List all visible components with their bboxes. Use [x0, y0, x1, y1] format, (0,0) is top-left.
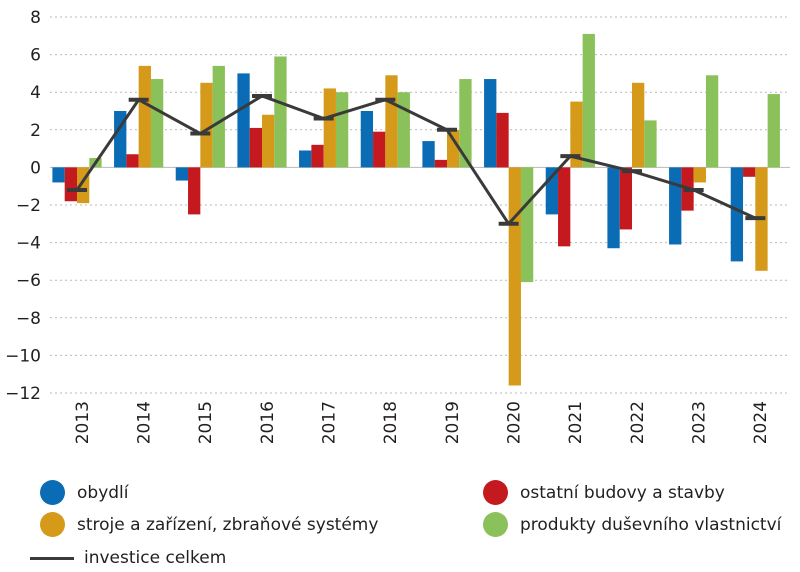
y-tick-label: −4 [16, 234, 41, 254]
y-tick-label: −10 [5, 346, 41, 366]
bar-2023-1 [669, 167, 682, 245]
bar-2015-3 [200, 82, 213, 168]
y-tick-label: −12 [5, 384, 41, 404]
bar-2015-4 [212, 65, 225, 168]
legend-swatch-red [483, 480, 508, 505]
y-tick-label: 8 [30, 8, 41, 28]
bar-2016-1 [237, 73, 250, 168]
y-tick-label: −2 [16, 196, 41, 216]
x-tick-label: 2023 [690, 401, 710, 444]
legend-label: obydlí [77, 482, 129, 503]
legend-label: investice celkem [84, 548, 227, 568]
legend-swatch-green [483, 512, 508, 537]
bar-2020-2 [496, 112, 509, 168]
bar-2024-2 [743, 167, 756, 177]
bar-2024-1 [730, 167, 744, 262]
y-tick-label: −8 [16, 309, 41, 329]
bar-2022-2 [619, 167, 632, 230]
bar-2017-3 [323, 88, 336, 168]
bar-2018-1 [360, 111, 374, 168]
bar-2020-4 [520, 167, 534, 283]
x-tick-label: 2013 [73, 401, 93, 444]
line-investice-celkem [75, 94, 756, 226]
x-tick-label: 2019 [443, 401, 463, 444]
bar-2024-4 [767, 94, 780, 168]
chart: 8 6 4 2 0 −2 −4 −6 −8 −10 −12 2013 2014 2015 2016 2017… [5, 8, 790, 444]
bar-2019-1 [422, 141, 435, 168]
x-tick-label: 2018 [381, 401, 401, 444]
bar-2016-2 [249, 127, 262, 168]
legend-swatch-line [30, 556, 74, 560]
x-tick-label: 2015 [196, 401, 216, 444]
bar-2015-1 [175, 167, 189, 181]
bar-2023-3 [693, 167, 706, 183]
legend-swatch-blue [40, 480, 65, 505]
bar-2014-1 [114, 111, 127, 168]
bar-2017-1 [299, 150, 312, 168]
y-tick-label: 4 [30, 83, 41, 103]
bar-2019-2 [434, 159, 447, 168]
bar-2022-4 [644, 120, 657, 168]
y-tick-label: 0 [30, 158, 41, 178]
legend: obydlí ostatní budovy a stavby stroje a … [0, 470, 800, 572]
legend-item-ostatni-budovy: ostatní budovy a stavby [483, 480, 725, 505]
bar-2021-3 [570, 101, 583, 168]
bar-2023-4 [705, 75, 719, 168]
legend-item-obydli: obydlí [40, 480, 129, 505]
bar-2013-2 [64, 167, 77, 202]
bar-2014-2 [126, 154, 139, 168]
legend-item-investice: investice celkem [30, 548, 226, 568]
legend-label: ostatní budovy a stavby [520, 482, 725, 503]
bar-2018-2 [373, 131, 386, 168]
bar-2016-4 [274, 56, 287, 168]
legend-label: produkty duševního vlastnictví [520, 514, 782, 535]
bar-2016-3 [262, 114, 275, 168]
x-tick-label: 2017 [320, 401, 340, 444]
x-tick-label: 2014 [135, 401, 155, 444]
legend-item-produkty: produkty duševního vlastnictví [483, 512, 781, 537]
x-tick-label: 2024 [751, 401, 771, 444]
bar-2017-4 [335, 92, 349, 168]
bar-2021-2 [558, 167, 571, 247]
y-tick-label: 2 [30, 121, 41, 141]
bar-2017-2 [311, 144, 324, 168]
bar-2013-1 [52, 167, 65, 183]
y-tick-label: 6 [30, 46, 41, 66]
legend-swatch-orange [40, 512, 65, 537]
gridlines [50, 16, 790, 394]
y-tick-label: −6 [16, 271, 41, 291]
bar-2014-3 [138, 65, 151, 168]
x-tick-label: 2022 [628, 401, 648, 444]
bar-2022-3 [632, 82, 645, 168]
y-axis-ticks: 8 6 4 2 0 −2 −4 −6 −8 −10 −12 [5, 8, 41, 404]
bar-2022-1 [607, 167, 620, 249]
bar-2015-2 [188, 167, 201, 215]
bar-2014-4 [150, 79, 164, 168]
total-line [67, 93, 766, 226]
legend-item-stroje: stroje a zařízení, zbraňové systémy [40, 512, 378, 537]
x-axis-ticks: 2013 2014 2015 2016 2017 2018 2019 2020 2021 2022… [73, 401, 771, 444]
bar-2018-4 [397, 92, 410, 168]
bar-2019-3 [447, 129, 460, 168]
bar-2019-4 [459, 79, 472, 168]
bar-2018-3 [385, 75, 398, 168]
x-tick-label: 2016 [258, 401, 278, 444]
legend-label: stroje a zařízení, zbraňové systémy [77, 514, 379, 535]
bars [52, 33, 780, 386]
x-tick-label: 2020 [505, 401, 525, 444]
bar-2020-3 [508, 167, 521, 386]
bar-2021-4 [582, 33, 595, 168]
x-tick-label: 2021 [566, 401, 586, 444]
bar-2020-1 [484, 79, 497, 168]
